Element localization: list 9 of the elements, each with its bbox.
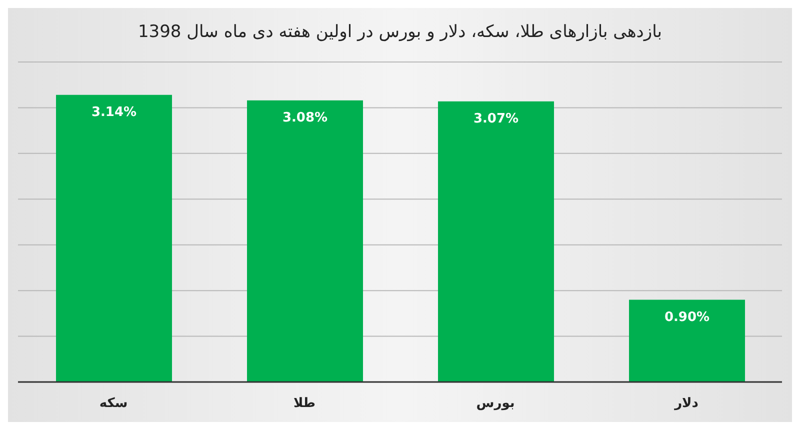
chart-title: بازدهی بازارهای طلا، سکه، دلار و بورس در اولین هفته دی ماه سال 1398 xyxy=(136,21,663,44)
data-label: 3.07% xyxy=(473,112,519,127)
x-tick-label: سکه xyxy=(99,396,128,412)
x-tick-label: طلا xyxy=(293,396,316,412)
data-label: 3.14% xyxy=(91,105,137,120)
data-label: 0.90% xyxy=(664,310,710,325)
x-tick-label: بورس xyxy=(476,396,515,412)
data-label: 3.08% xyxy=(282,110,328,126)
x-tick-label: دلار xyxy=(674,396,699,412)
